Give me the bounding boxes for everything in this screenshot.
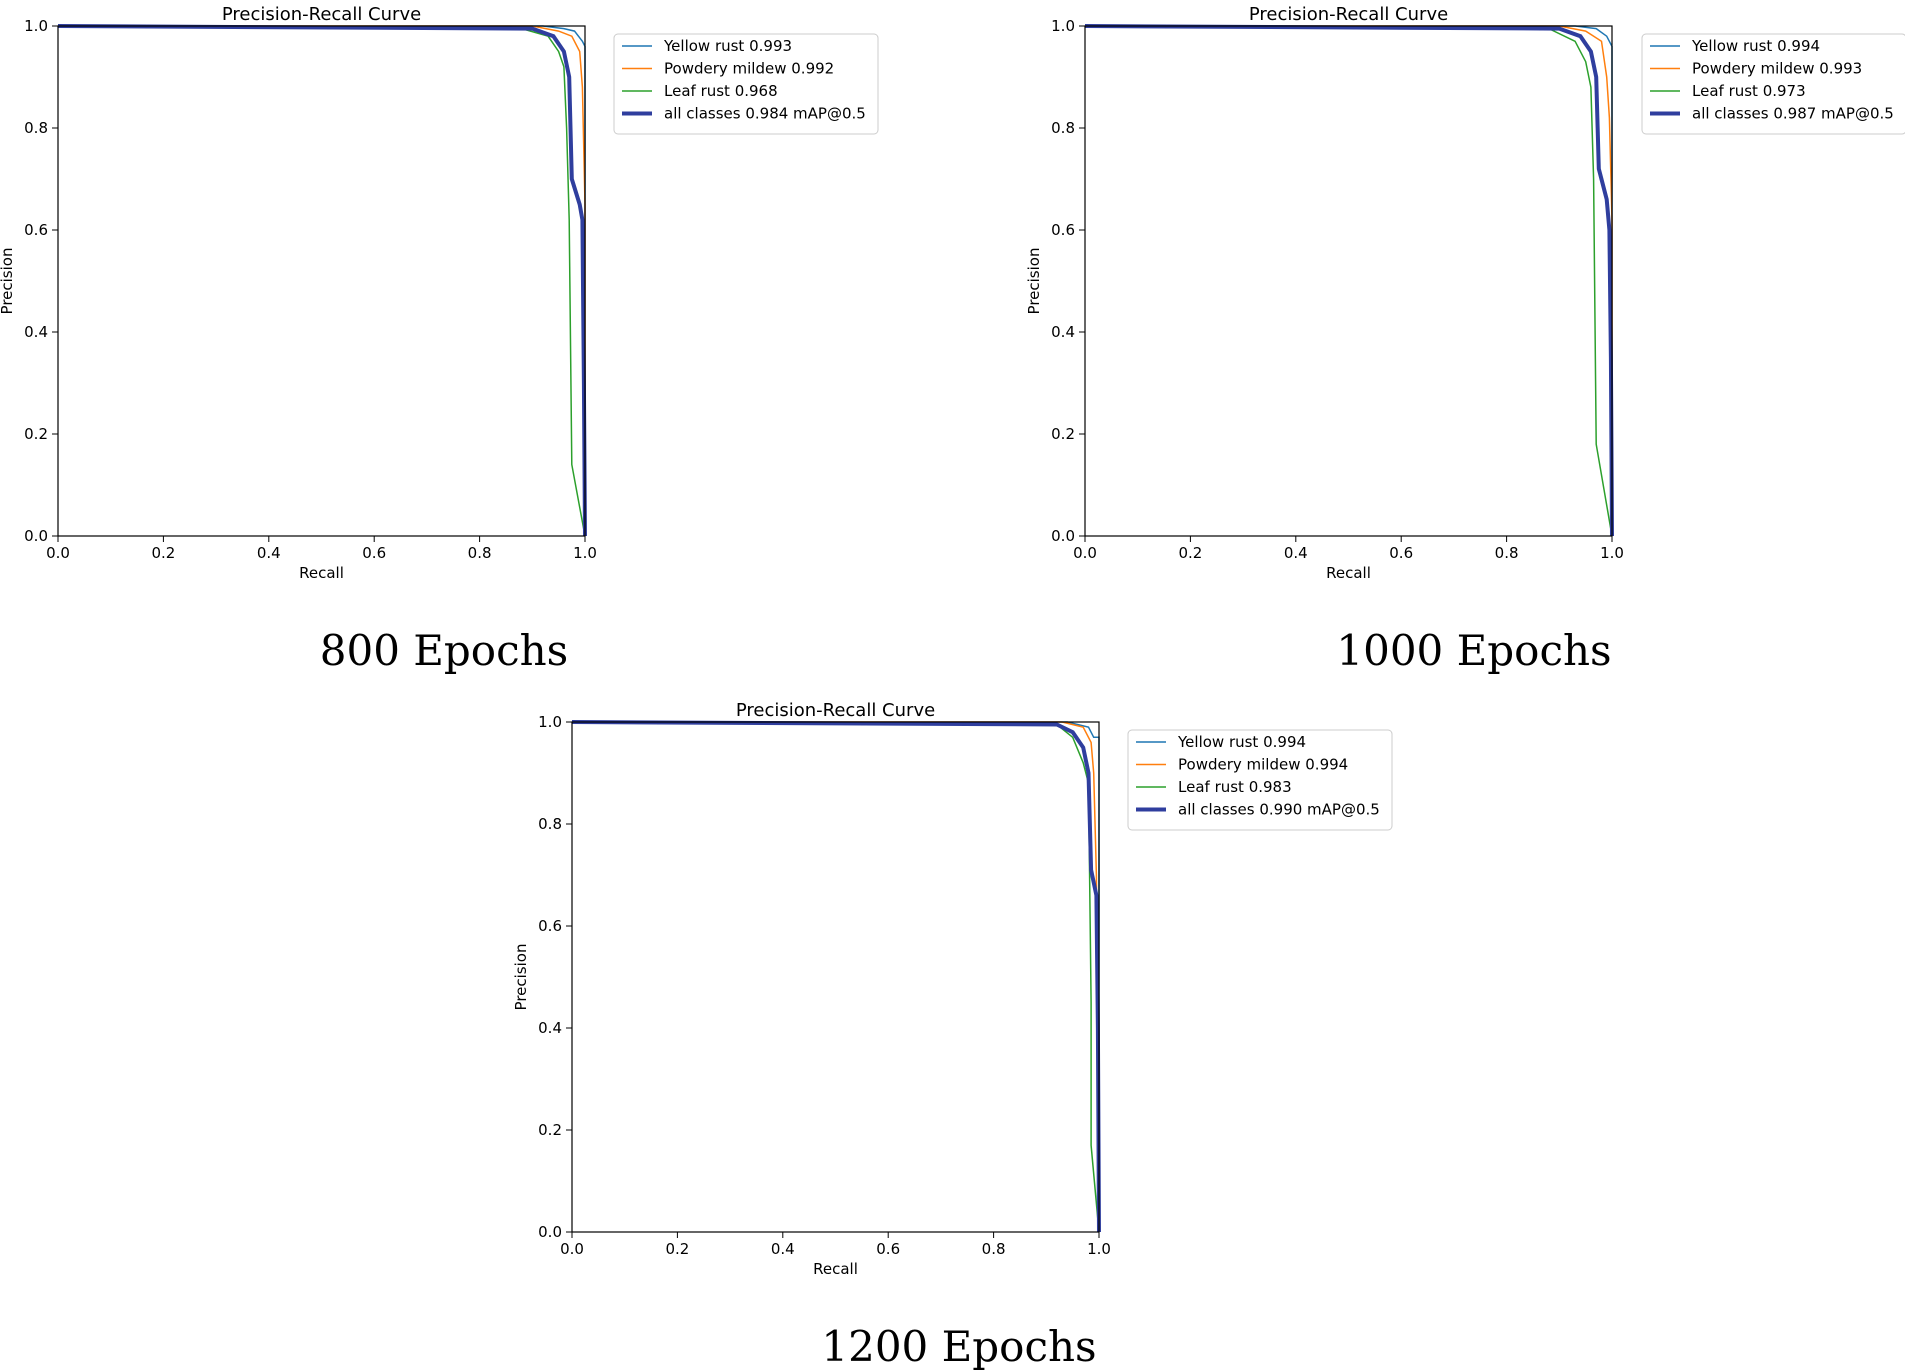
chart-1: Precision-Recall Curve 0.0 0.2 0.4 0.6 0.8 1.0…	[0, 4, 879, 675]
series-line-3	[1084, 25, 1613, 537]
y-tick-label: 0.8	[538, 815, 562, 833]
chart-3: Precision-Recall Curve 0.0 0.2 0.4 0.6 0.8 1.0…	[512, 700, 1393, 1371]
series-group	[1084, 24, 1614, 537]
plot-frame	[57, 25, 586, 537]
series-line-4	[1084, 24, 1614, 537]
chart-2: Precision-Recall Curve 0.0 0.2 0.4 0.6 0.8 1.0…	[1025, 4, 1905, 675]
y-tick-label: 0.4	[538, 1019, 562, 1037]
x-tick-label: 0.8	[982, 1240, 1006, 1258]
legend-label: Yellow rust 0.994	[1691, 37, 1820, 55]
legend-label: all classes 0.984 mAP@0.5	[664, 105, 866, 123]
legend-label: Yellow rust 0.994	[1177, 733, 1306, 751]
y-tick-label: 0.8	[24, 119, 48, 137]
legend: Yellow rust 0.994 Powdery mildew 0.993 Lea…	[1641, 33, 1905, 135]
legend-label: Powdery mildew 0.994	[1178, 756, 1348, 774]
legend-box	[1127, 729, 1393, 831]
y-tick-label: 0.6	[24, 221, 48, 239]
series-line-1	[1085, 25, 1613, 536]
legend-box	[613, 33, 879, 135]
y-tick-label: 0.0	[24, 527, 48, 545]
x-tick-label: 1.0	[573, 544, 597, 562]
x-tick-label: 0.2	[665, 1240, 689, 1258]
x-tick-label: 0.0	[46, 544, 70, 562]
series-line-4	[571, 720, 1101, 1233]
series-group	[57, 24, 587, 537]
series-line-1	[572, 721, 1100, 1232]
x-axis-label: Recall	[1326, 564, 1371, 582]
y-tick-label: 0.6	[538, 917, 562, 935]
x-tick-label: 0.4	[1284, 544, 1308, 562]
x-tick-label: 0.2	[151, 544, 175, 562]
series-line-3	[571, 721, 1100, 1233]
y-tick-label: 0.0	[538, 1223, 562, 1241]
y-tick-label: 0.6	[1051, 221, 1075, 239]
y-tick-label: 0.4	[24, 323, 48, 341]
series-group	[571, 720, 1101, 1233]
series-line-2	[572, 721, 1100, 1233]
legend-label: Powdery mildew 0.992	[664, 60, 834, 78]
x-tick-label: 0.4	[257, 544, 281, 562]
y-axis-label: Precision	[0, 248, 16, 315]
legend-label: all classes 0.987 mAP@0.5	[1692, 105, 1894, 123]
x-tick-label: 0.6	[1389, 544, 1413, 562]
y-tick-label: 1.0	[1051, 17, 1075, 35]
y-tick-label: 0.8	[1051, 119, 1075, 137]
chart-title: Precision-Recall Curve	[222, 4, 421, 25]
chart-title: Precision-Recall Curve	[736, 700, 935, 721]
x-axis-label: Recall	[299, 564, 344, 582]
x-tick-label: 0.0	[1073, 544, 1097, 562]
legend-label: Leaf rust 0.973	[1692, 82, 1806, 100]
legend: Yellow rust 0.993 Powdery mildew 0.992 Lea…	[613, 33, 879, 135]
y-tick-label: 0.4	[1051, 323, 1075, 341]
x-tick-label: 0.6	[876, 1240, 900, 1258]
x-tick-label: 0.8	[468, 544, 492, 562]
x-tick-label: 1.0	[1087, 1240, 1111, 1258]
x-tick-label: 0.0	[560, 1240, 584, 1258]
y-tick-label: 0.0	[1051, 527, 1075, 545]
series-line-3	[57, 25, 586, 537]
legend-label: Leaf rust 0.983	[1178, 778, 1292, 796]
series-line-2	[58, 25, 586, 536]
plot-frame	[571, 721, 1100, 1233]
series-line-4	[57, 24, 587, 537]
plot-frame	[1084, 25, 1613, 537]
chart-caption: 1000 Epochs	[1336, 626, 1611, 675]
x-tick-label: 0.2	[1178, 544, 1202, 562]
chart-caption: 800 Epochs	[320, 626, 568, 675]
legend-label: Yellow rust 0.993	[663, 37, 792, 55]
y-tick-label: 0.2	[538, 1121, 562, 1139]
y-tick-label: 1.0	[24, 17, 48, 35]
series-line-2	[1085, 25, 1613, 536]
legend-label: all classes 0.990 mAP@0.5	[1178, 801, 1380, 819]
x-tick-label: 0.8	[1495, 544, 1519, 562]
x-tick-label: 0.4	[771, 1240, 795, 1258]
x-tick-label: 1.0	[1600, 544, 1624, 562]
chart-title: Precision-Recall Curve	[1249, 4, 1448, 25]
legend: Yellow rust 0.994 Powdery mildew 0.994 Lea…	[1127, 729, 1393, 831]
y-tick-label: 0.2	[24, 425, 48, 443]
y-axis-label: Precision	[512, 944, 530, 1011]
series-line-1	[58, 25, 586, 536]
legend-label: Leaf rust 0.968	[664, 82, 778, 100]
y-tick-label: 1.0	[538, 713, 562, 731]
chart-caption: 1200 Epochs	[821, 1322, 1096, 1371]
x-tick-label: 0.6	[362, 544, 386, 562]
x-axis-label: Recall	[813, 1260, 858, 1278]
legend-label: Powdery mildew 0.993	[1692, 60, 1862, 78]
y-tick-label: 0.2	[1051, 425, 1075, 443]
legend-box	[1641, 33, 1905, 135]
y-axis-label: Precision	[1025, 248, 1043, 315]
